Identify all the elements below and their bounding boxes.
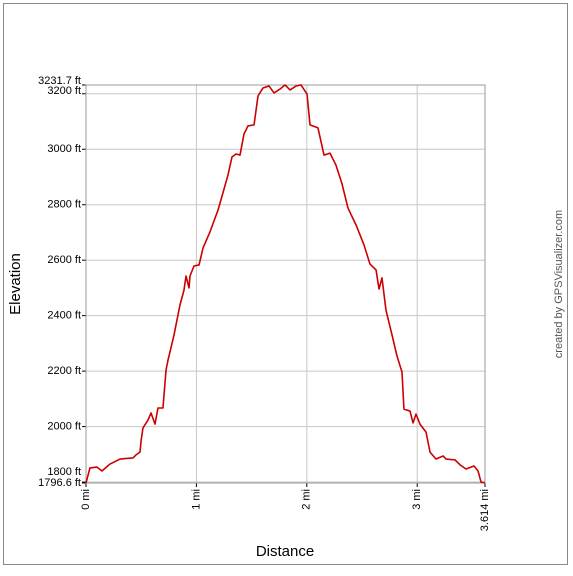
x-axis-label: Distance [256, 543, 314, 560]
y-tick-label: 1796.6 ft [38, 477, 81, 489]
y-tick-label: 1800 ft [47, 466, 81, 478]
y-tick-label: 3200 ft [47, 85, 81, 97]
y-axis-label: Elevation [7, 253, 24, 315]
elevation-line [85, 84, 486, 484]
y-tick-label: 3231.7 ft [38, 75, 81, 87]
credit: created by GPSVisualizer.com [553, 210, 565, 358]
y-tick-label: 2600 ft [47, 254, 81, 266]
y-tick-label: 2200 ft [47, 365, 81, 377]
x-tick-label: 0 mi [80, 489, 92, 510]
x-tick-label: 1 mi [190, 489, 202, 510]
y-tick-label: 2000 ft [47, 420, 81, 432]
y-tick-label: 2400 ft [47, 310, 81, 322]
x-tick-label: 3 mi [411, 489, 423, 510]
y-tick-label: 3000 ft [47, 143, 81, 155]
x-tick-label: 3.614 mi [479, 489, 491, 531]
y-tick-label: 2800 ft [47, 199, 81, 211]
x-tick-label: 2 mi [301, 489, 313, 510]
